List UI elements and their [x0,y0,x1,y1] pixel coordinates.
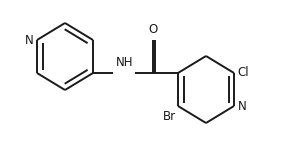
Text: Cl: Cl [237,67,249,79]
Text: N: N [25,33,34,47]
Text: Br: Br [163,110,176,123]
Text: NH: NH [115,56,133,69]
Text: O: O [148,23,158,36]
Text: N: N [238,100,247,112]
